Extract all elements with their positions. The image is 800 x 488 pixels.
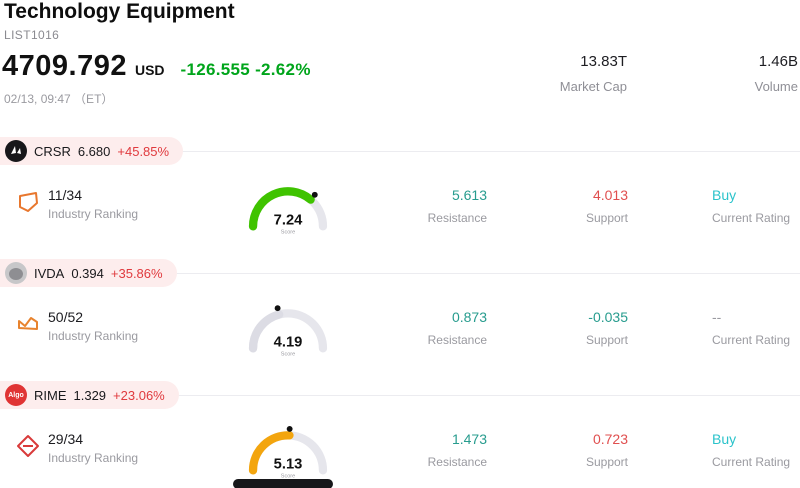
resistance-label: Resistance: [427, 211, 487, 225]
resistance-label: Resistance: [427, 455, 487, 469]
rating-col: Buy Current Rating: [712, 431, 790, 469]
cropped-bottom-element: [233, 479, 333, 488]
industry-ranking-value: 11/34: [48, 187, 82, 203]
support-value: 0.723: [592, 431, 628, 447]
support-value: -0.035: [588, 309, 628, 325]
industry-ranking-value: 50/52: [48, 309, 84, 325]
support-col: -0.035 Support: [586, 309, 628, 347]
market-cap-label: Market Cap: [559, 79, 627, 94]
ticker-chip-rime[interactable]: Algo RIME 1.329 +23.06%: [0, 381, 179, 409]
list-id: LIST1016: [4, 28, 60, 42]
volume-stat: 1.46B Volume: [755, 53, 798, 94]
score-gauge: 5.13 Score: [248, 425, 328, 480]
corsair-logo-icon: [11, 146, 21, 154]
ticker-last: 6.680: [77, 143, 111, 159]
support-col: 4.013 Support: [586, 187, 628, 225]
index-change: -126.555 -2.62%: [180, 60, 311, 79]
ticker-last: 1.329: [73, 387, 107, 403]
section-divider: [0, 151, 800, 152]
volume-label: Volume: [754, 79, 798, 94]
support-label: Support: [585, 333, 628, 347]
section-divider: [0, 395, 800, 396]
svg-text:7.24: 7.24: [274, 212, 303, 228]
support-value: 4.013: [592, 187, 628, 203]
market-cap-stat: 13.83T Market Cap: [560, 53, 627, 94]
crsr-avatar: [5, 140, 27, 162]
resistance-col: 0.873 Resistance: [428, 309, 487, 347]
rating-col: Buy Current Rating: [712, 187, 790, 225]
industry-ranking-label: Industry Ranking: [48, 451, 139, 465]
rime-avatar-text: Algo: [8, 391, 24, 399]
page-title: Technology Equipment: [4, 0, 235, 23]
resistance-col: 1.473 Resistance: [428, 431, 487, 469]
support-label: Support: [585, 455, 628, 469]
ticker-symbol: RIME: [34, 387, 67, 403]
score-gauge: 4.19 Score: [248, 305, 328, 358]
ticker-change: +23.06%: [113, 387, 165, 403]
svg-text:Score: Score: [281, 352, 295, 358]
resistance-value: 5.613: [451, 187, 487, 203]
ticker-change: +35.86%: [110, 265, 163, 281]
volume-value: 1.46B: [758, 53, 798, 70]
ticker-symbol: IVDA: [34, 265, 65, 281]
ivda-logo-icon: [9, 268, 23, 280]
svg-text:5.13: 5.13: [274, 456, 303, 472]
resistance-value: 0.873: [451, 309, 487, 325]
svg-text:4.19: 4.19: [274, 334, 303, 350]
industry-ranking-value: 29/34: [48, 431, 84, 447]
rating-value: Buy: [712, 187, 737, 203]
rating-label: Current Rating: [712, 455, 791, 469]
ticker-change: +45.85%: [117, 143, 170, 159]
market-cap-value: 13.83T: [580, 53, 627, 70]
index-quote: 4709.792 USD -126.555 -2.62%: [2, 50, 311, 83]
resistance-value: 1.473: [451, 431, 487, 447]
rating-label: Current Rating: [712, 333, 791, 347]
svg-text:Score: Score: [281, 474, 295, 480]
score-gauge: 7.24 Score: [248, 187, 328, 236]
resistance-label: Resistance: [427, 333, 487, 347]
rating-label: Current Rating: [712, 211, 791, 225]
list-item-rime[interactable]: 29/34 Industry Ranking 5.13 Score 1.473 R…: [0, 422, 800, 488]
rime-row-logo-icon: [17, 435, 39, 457]
industry-ranking-label: Industry Ranking: [48, 207, 139, 221]
ticker-symbol: CRSR: [34, 143, 71, 159]
section-divider: [0, 273, 800, 274]
ivda-avatar: [5, 262, 27, 284]
svg-text:Score: Score: [281, 230, 295, 236]
list-item-crsr[interactable]: 11/34 Industry Ranking 7.24 Score 5.613 R…: [0, 178, 800, 288]
ticker-last: 0.394: [71, 265, 104, 281]
support-label: Support: [585, 211, 628, 225]
ticker-chip-ivda[interactable]: IVDA 0.394 +35.86%: [0, 259, 177, 287]
rating-value: Buy: [712, 431, 737, 447]
ivda-row-logo-icon: [18, 317, 38, 330]
resistance-col: 5.613 Resistance: [428, 187, 487, 225]
crsr-row-logo-icon: [19, 192, 38, 212]
support-col: 0.723 Support: [586, 431, 628, 469]
rating-value: --: [712, 309, 722, 325]
list-item-ivda[interactable]: 50/52 Industry Ranking 4.19 Score 0.873 R…: [0, 300, 800, 410]
rating-col: -- Current Rating: [712, 309, 790, 347]
industry-ranking-label: Industry Ranking: [48, 329, 139, 343]
index-price: 4709.792: [2, 50, 127, 82]
quote-timestamp: 02/13, 09:47 （ET）: [4, 92, 114, 106]
rime-avatar: Algo: [5, 384, 27, 406]
ticker-chip-crsr[interactable]: CRSR 6.680 +45.85%: [0, 137, 184, 165]
currency-label: USD: [134, 62, 165, 78]
